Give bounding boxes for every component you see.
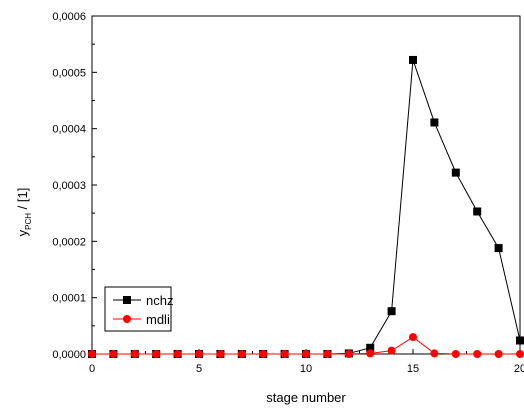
y-axis-title-unit: / [1] bbox=[15, 188, 30, 213]
data-point-mdli bbox=[452, 350, 460, 358]
data-point-nchz bbox=[430, 118, 438, 126]
legend-label-mdli: mdli bbox=[146, 312, 170, 327]
y-tick-label: 0,0003 bbox=[52, 180, 86, 192]
y-tick-label: 0,0004 bbox=[52, 124, 86, 136]
x-tick-label: 5 bbox=[196, 363, 202, 375]
data-point-mdli bbox=[281, 350, 289, 358]
data-point-mdli bbox=[345, 350, 353, 358]
y-axis: 0,0000 0,0001 0,0002 0,0003 0,0004 0,0005 0,00… bbox=[52, 11, 97, 361]
x-tick-label: 20 bbox=[514, 363, 524, 375]
data-point-mdli bbox=[195, 350, 203, 358]
data-point-mdli bbox=[131, 350, 139, 358]
y-tick-label: 0,0006 bbox=[52, 11, 86, 23]
data-point-mdli bbox=[516, 350, 524, 358]
y-axis-title-sub: PCH bbox=[24, 213, 33, 230]
y-tick-label: 0,0002 bbox=[52, 236, 86, 248]
data-point-mdli bbox=[430, 349, 438, 357]
data-point-mdli bbox=[323, 350, 331, 358]
x-tick-label: 15 bbox=[407, 363, 419, 375]
y-tick-label: 0,0005 bbox=[52, 67, 86, 79]
data-point-mdli bbox=[216, 350, 224, 358]
data-point-nchz bbox=[452, 169, 460, 177]
data-point-nchz bbox=[495, 244, 503, 252]
x-tick-label: 10 bbox=[300, 363, 312, 375]
y-axis-title: yPCH / [1] bbox=[15, 188, 33, 237]
data-point-mdli bbox=[302, 350, 310, 358]
data-point-mdli bbox=[88, 350, 96, 358]
data-point-mdli bbox=[473, 350, 481, 358]
legend-marker-nchz bbox=[123, 296, 131, 304]
x-axis-title: stage number bbox=[266, 390, 346, 405]
data-point-mdli bbox=[238, 350, 246, 358]
data-point-nchz bbox=[409, 56, 417, 64]
data-point-mdli bbox=[388, 347, 396, 355]
x-tick-label: 0 bbox=[89, 363, 95, 375]
data-point-mdli bbox=[174, 350, 182, 358]
legend-label-nchz: nchz bbox=[146, 293, 173, 308]
data-point-mdli bbox=[366, 349, 374, 357]
legend-marker-mdli bbox=[123, 315, 131, 323]
data-point-mdli bbox=[409, 333, 417, 341]
data-point-mdli bbox=[109, 350, 117, 358]
data-point-nchz bbox=[473, 207, 481, 215]
data-point-nchz bbox=[516, 336, 524, 344]
legend: nchz mdli bbox=[105, 287, 173, 331]
data-point-mdli bbox=[259, 350, 267, 358]
y-tick-label: 0,0000 bbox=[52, 349, 86, 361]
data-point-mdli bbox=[152, 350, 160, 358]
data-point-mdli bbox=[495, 350, 503, 358]
y-tick-label: 0,0001 bbox=[52, 293, 86, 305]
data-point-nchz bbox=[388, 307, 396, 315]
